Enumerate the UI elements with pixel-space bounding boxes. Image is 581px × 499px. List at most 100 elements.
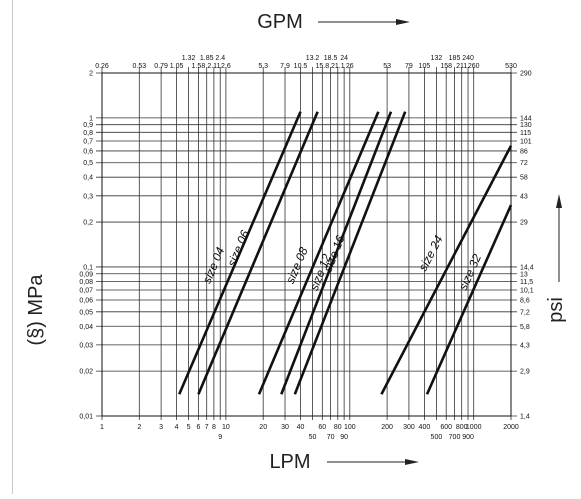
y-left-tick-label: 0,06 bbox=[79, 298, 93, 305]
x-bottom-tick-label: 500 bbox=[431, 434, 443, 441]
y-left-tick-labels: 2 10,90,80,7 0,6 0,5 0,4 0,3 0,2 0,10,090,08 0,0… bbox=[79, 71, 93, 421]
bottom-axis-arrow-head bbox=[405, 459, 419, 465]
x-top-tick-label: 0.53 bbox=[132, 63, 146, 70]
x-top-tick-label: 105 bbox=[419, 63, 431, 70]
x-bottom-tick-label: 50 bbox=[309, 434, 317, 441]
y-right-tick-label: 290 bbox=[520, 71, 532, 78]
y-right-tick-label: 58 bbox=[520, 175, 528, 182]
y-left-tick-label: 0,03 bbox=[79, 342, 93, 349]
x-top-tick-label: 18.5 bbox=[324, 55, 338, 62]
x-top-tick-label: 2.11 bbox=[207, 63, 220, 70]
x-bottom-tick-label: 70 bbox=[327, 434, 335, 441]
x-top-tick-label: 1.32 bbox=[182, 55, 196, 62]
x-bottom-tick-label: 30 bbox=[281, 424, 289, 431]
y-left-tick-label: 0,01 bbox=[79, 414, 93, 421]
y-right-tick-label: 2,9 bbox=[520, 369, 530, 376]
y-right-tick-label: 7,2 bbox=[520, 309, 530, 316]
x-bottom-tick-label: 6 bbox=[196, 424, 200, 431]
x-top-tick-label: 5.3 bbox=[258, 63, 268, 70]
y-left-tick-label: 0,1 bbox=[83, 264, 93, 271]
y-left-tick-label: 1 bbox=[89, 115, 93, 122]
x-bottom-tick-label: 9 bbox=[218, 434, 222, 441]
x-bottom-tick-label: 300 bbox=[403, 424, 415, 431]
y-right-tick-label: 86 bbox=[520, 148, 528, 155]
series-label: size 06 bbox=[224, 228, 252, 269]
y-left-tick-label: 0,4 bbox=[83, 175, 93, 182]
x-top-tick-label: 13.2 bbox=[306, 55, 320, 62]
series-lines bbox=[178, 111, 513, 395]
x-bottom-tick-label: 8 bbox=[212, 424, 216, 431]
x-top-tick-label: 1.58 bbox=[192, 63, 206, 70]
y-right-tick-label: 115 bbox=[520, 130, 531, 137]
y-right-tick-label: 10,1 bbox=[520, 288, 534, 295]
y-left-tick-label: 0,5 bbox=[83, 160, 93, 167]
x-bottom-tick-label: 80 bbox=[334, 424, 342, 431]
y-left-tick-label: 0,9 bbox=[83, 122, 93, 129]
y-left-tick-label: 0,02 bbox=[79, 369, 93, 376]
x-top-tick-label: 0.79 bbox=[154, 63, 168, 70]
x-top-tick-label: 10.5 bbox=[294, 63, 308, 70]
x-bottom-tick-label: 600 bbox=[440, 424, 452, 431]
x-top-tick-label: 1.85 bbox=[200, 55, 214, 62]
x-top-tick-labels: 0.26 0.53 0.79 1.051.321.581.852.112.42.6 5.… bbox=[95, 55, 517, 70]
x-bottom-tick-label: 1000 bbox=[466, 424, 482, 431]
y-left-tick-label: 0,09 bbox=[79, 271, 93, 278]
y-right-tick-label: 5,8 bbox=[520, 324, 530, 331]
series-line bbox=[197, 111, 319, 395]
y-right-tick-label: 1,4 bbox=[520, 414, 530, 421]
x-top-tick-label: 185 bbox=[449, 55, 461, 62]
top-axis-arrow-head bbox=[396, 19, 410, 25]
x-bottom-tick-label: 2 bbox=[137, 424, 141, 431]
x-top-tick-label: 79 bbox=[405, 63, 413, 70]
y-left-tick-label: 0,07 bbox=[79, 288, 93, 295]
x-top-tick-label: 0.26 bbox=[95, 63, 109, 70]
x-top-tick-label: 260 bbox=[468, 63, 480, 70]
series-label: size 04 bbox=[200, 245, 228, 286]
x-top-tick-label: 26 bbox=[346, 63, 354, 70]
x-top-tick-label: 21.1 bbox=[331, 63, 345, 70]
series-line bbox=[380, 145, 513, 395]
bottom-axis-title: LPM bbox=[269, 451, 310, 473]
x-bottom-tick-label: 200 bbox=[381, 424, 393, 431]
x-top-tick-label: 2.6 bbox=[221, 63, 231, 70]
x-top-tick-label: 132 bbox=[431, 55, 443, 62]
x-top-tick-label: 240 bbox=[462, 55, 474, 62]
x-bottom-tick-label: 20 bbox=[259, 424, 267, 431]
x-top-tick-label: 15.8 bbox=[316, 63, 330, 70]
series-line bbox=[425, 204, 513, 395]
series-line bbox=[280, 111, 393, 395]
left-axis-title: (§) MPa bbox=[25, 274, 47, 346]
y-right-tick-label: 43 bbox=[520, 193, 528, 200]
y-left-tick-label: 0,05 bbox=[79, 309, 93, 316]
x-bottom-tick-label: 5 bbox=[187, 424, 191, 431]
x-bottom-tick-label: 800 bbox=[456, 424, 468, 431]
series-line bbox=[178, 111, 302, 395]
y-left-tick-label: 0,08 bbox=[79, 279, 93, 286]
y-right-tick-label: 11,5 bbox=[520, 279, 533, 286]
x-top-tick-label: 2.4 bbox=[215, 55, 225, 62]
x-top-tick-label: 7.9 bbox=[280, 63, 290, 70]
x-top-tick-label: 1.05 bbox=[170, 63, 184, 70]
y-left-tick-label: 0,3 bbox=[83, 193, 93, 200]
series-line bbox=[257, 111, 380, 395]
x-bottom-tick-label: 3 bbox=[159, 424, 163, 431]
x-top-tick-label: 530 bbox=[505, 63, 517, 70]
x-bottom-tick-label: 4 bbox=[175, 424, 179, 431]
y-right-tick-label: 14,4 bbox=[520, 264, 534, 271]
y-right-tick-label: 130 bbox=[520, 122, 532, 129]
x-bottom-tick-label: 1 bbox=[100, 424, 104, 431]
y-left-tick-label: 0,7 bbox=[83, 138, 93, 145]
x-top-tick-label: 24 bbox=[340, 55, 348, 62]
y-right-tick-label: 72 bbox=[520, 160, 528, 167]
x-bottom-tick-label: 40 bbox=[297, 424, 305, 431]
x-top-tick-label: 211 bbox=[456, 63, 467, 70]
x-bottom-tick-label: 60 bbox=[318, 424, 326, 431]
window-edge-line bbox=[12, 0, 13, 494]
y-right-tick-label: 4,3 bbox=[520, 342, 530, 349]
y-left-tick-label: 0,8 bbox=[83, 130, 93, 137]
right-axis-arrow-head bbox=[556, 194, 562, 208]
x-bottom-tick-label: 7 bbox=[205, 424, 209, 431]
